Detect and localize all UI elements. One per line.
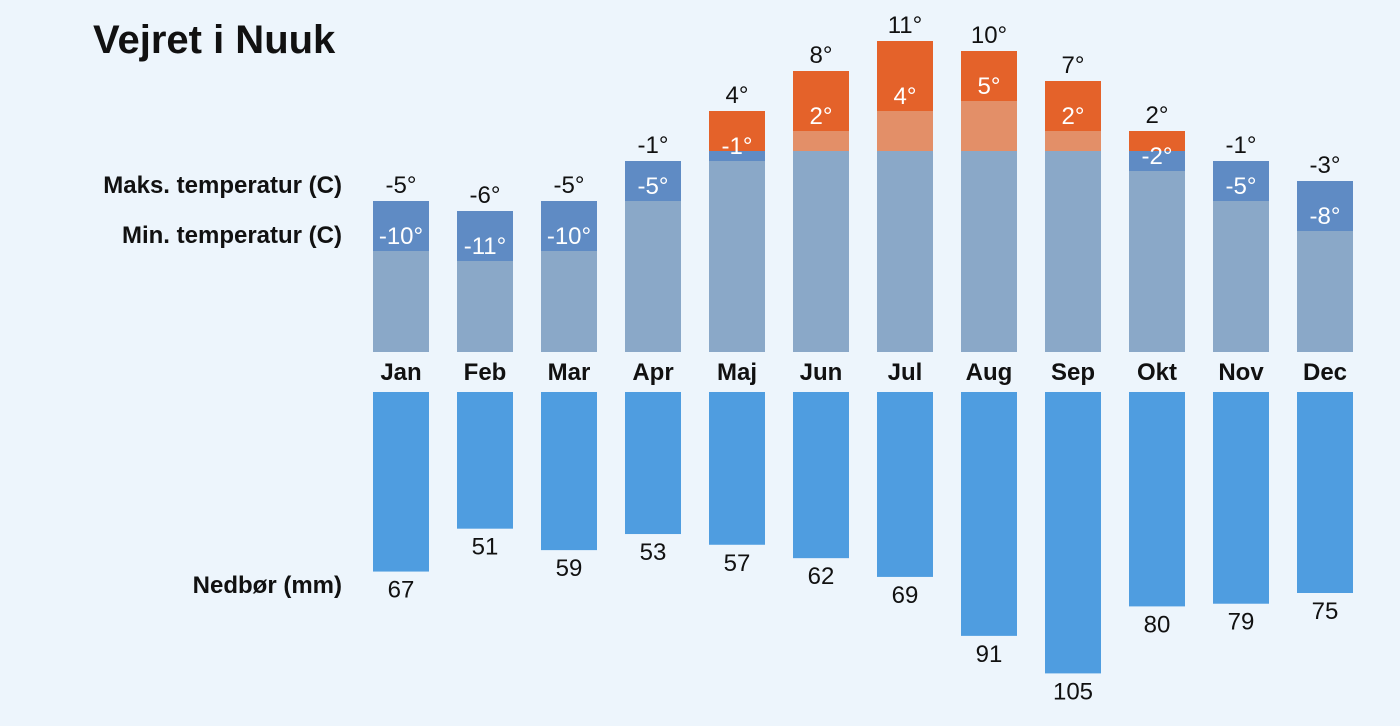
max-temp-value: -1° [638, 132, 669, 159]
min-cold-bar [1045, 151, 1101, 352]
precip-value: 53 [640, 539, 667, 566]
max-cold-bar [541, 201, 597, 251]
max-temp-value: -5° [554, 172, 585, 199]
month-label: Feb [464, 359, 507, 386]
max-temp-value: -3° [1310, 152, 1341, 179]
max-cold-bar [1213, 161, 1269, 201]
max-temp-value: 8° [810, 42, 833, 69]
precip-bar [541, 392, 597, 551]
precip-label: Nedbør (mm) [192, 572, 342, 599]
max-warm-bar [709, 111, 765, 151]
precip-value: 79 [1228, 609, 1255, 636]
min-cold-bar [625, 201, 681, 352]
max-cold-bar [1297, 181, 1353, 231]
min-cold-bar [709, 161, 765, 352]
precip-value: 69 [892, 582, 919, 609]
month-label: Dec [1303, 359, 1347, 386]
max-temp-value: -6° [470, 182, 501, 209]
max-temp-value: 10° [971, 22, 1007, 49]
max-warm-bar [1129, 131, 1185, 151]
precip-bar [793, 392, 849, 559]
min-temp-value: -11° [464, 233, 507, 260]
month-label: Nov [1218, 359, 1264, 386]
min-temp-value: 2° [810, 103, 833, 130]
min-temp-value: -5° [638, 173, 669, 200]
precip-bar [1045, 392, 1101, 674]
month-label: Maj [717, 359, 757, 386]
max-cold-bar [373, 201, 429, 251]
max-temp-value: 4° [726, 82, 749, 109]
min-temp-value: -8° [1310, 203, 1341, 230]
max-temp-label: Maks. temperatur (C) [103, 172, 342, 199]
month-label: Sep [1051, 359, 1095, 386]
max-warm-bar [1045, 81, 1101, 131]
min-temp-value: -5° [1226, 173, 1257, 200]
precip-bar [625, 392, 681, 535]
max-warm-bar [961, 51, 1017, 101]
min-cold-bar [1297, 231, 1353, 352]
max-temp-value: 2° [1146, 102, 1169, 129]
max-cold-bar [457, 211, 513, 261]
precip-value: 67 [388, 577, 415, 604]
precip-bar [877, 392, 933, 577]
min-temp-value: -10° [547, 223, 591, 250]
min-cold-bar [1129, 171, 1185, 352]
max-cold-bar [709, 151, 765, 161]
month-label: Mar [548, 359, 591, 386]
max-temp-value: -5° [386, 172, 417, 199]
min-cold-bar [961, 151, 1017, 352]
precip-bar [1213, 392, 1269, 604]
precip-bar [709, 392, 765, 545]
max-warm-bar [793, 71, 849, 131]
max-temp-value: 7° [1062, 52, 1085, 79]
min-cold-bar [1213, 201, 1269, 352]
month-label: Jul [888, 359, 923, 386]
min-cold-bar [793, 151, 849, 352]
min-cold-bar [541, 251, 597, 352]
precip-bar [1129, 392, 1185, 607]
precip-value: 75 [1312, 598, 1339, 625]
month-label: Okt [1137, 359, 1177, 386]
precip-value: 51 [472, 534, 499, 561]
precip-value: 57 [724, 550, 751, 577]
precip-bar [457, 392, 513, 529]
max-cold-bar [625, 161, 681, 201]
min-warm-bar [1045, 131, 1101, 151]
precip-value: 59 [556, 555, 583, 582]
month-label: Jun [800, 359, 843, 386]
min-warm-bar [877, 111, 933, 151]
month-label: Aug [966, 359, 1013, 386]
min-temp-value: 4° [894, 83, 917, 110]
precip-bar [961, 392, 1017, 636]
min-warm-bar [961, 101, 1017, 151]
min-cold-bar [373, 251, 429, 352]
precip-bar [373, 392, 429, 572]
chart-title: Vejret i Nuuk [93, 18, 336, 62]
max-temp-value: -1° [1226, 132, 1257, 159]
min-warm-bar [793, 131, 849, 151]
precip-bar [1297, 392, 1353, 593]
precip-value: 62 [808, 563, 835, 590]
min-temp-value: -1° [722, 133, 753, 160]
min-cold-bar [457, 261, 513, 352]
month-label: Jan [380, 359, 421, 386]
precip-value: 91 [976, 641, 1003, 668]
min-cold-bar [877, 151, 933, 352]
precip-value: 105 [1053, 678, 1093, 705]
min-temp-value: 5° [978, 73, 1001, 100]
max-warm-bar [877, 41, 933, 111]
max-temp-value: 11° [888, 12, 923, 39]
min-temp-value: -10° [379, 223, 423, 250]
min-temp-value: -2° [1142, 143, 1173, 170]
month-label: Apr [632, 359, 673, 386]
min-temp-label: Min. temperatur (C) [121, 222, 342, 249]
min-temp-value: 2° [1062, 103, 1085, 130]
precip-value: 80 [1144, 611, 1171, 638]
max-cold-bar [1129, 151, 1185, 171]
